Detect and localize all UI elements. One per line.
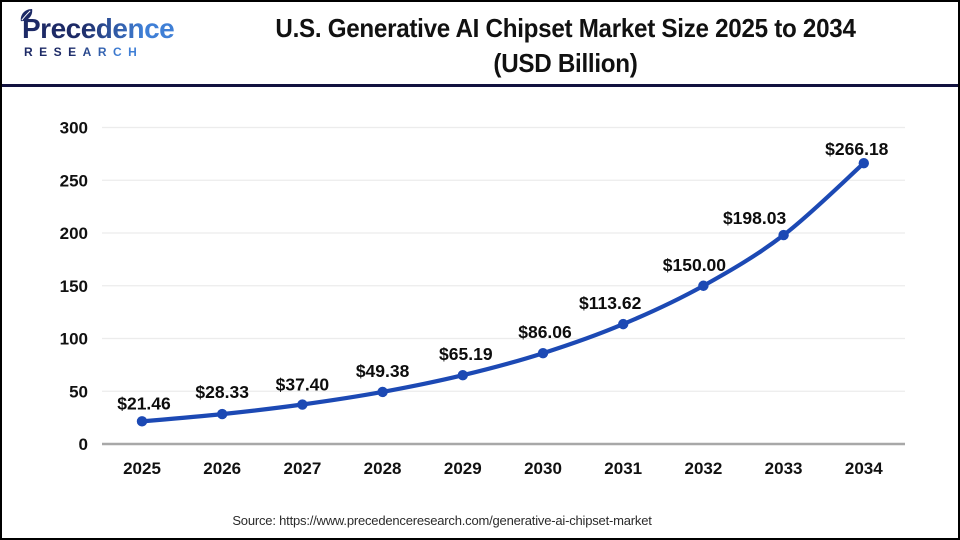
data-point bbox=[217, 408, 228, 420]
y-tick-label: 300 bbox=[60, 119, 88, 138]
x-tick-label: 2029 bbox=[444, 459, 482, 478]
data-point-label: $150.00 bbox=[663, 255, 727, 275]
data-point-label: $21.46 bbox=[117, 393, 171, 413]
data-point bbox=[858, 157, 869, 169]
data-point-label: $49.38 bbox=[356, 361, 410, 381]
x-tick-label: 2027 bbox=[283, 459, 321, 478]
data-point bbox=[537, 348, 549, 359]
data-point bbox=[698, 280, 709, 291]
market-size-line bbox=[139, 161, 866, 424]
x-tick-label: 2030 bbox=[524, 459, 562, 478]
data-point bbox=[618, 318, 629, 330]
x-tick-label: 2028 bbox=[364, 459, 402, 478]
y-tick-label: 0 bbox=[79, 435, 88, 454]
chart-title-block: U.S. Generative AI Chipset Market Size 2… bbox=[204, 11, 927, 81]
data-point bbox=[136, 416, 148, 427]
y-tick-label: 150 bbox=[60, 277, 88, 296]
data-point-label: $86.06 bbox=[518, 322, 572, 342]
source-text: Source: https://www.precedenceresearch.c… bbox=[232, 513, 652, 528]
x-tick-label: 2032 bbox=[684, 459, 722, 478]
chart-subtitle: (USD Billion) bbox=[493, 48, 638, 78]
data-point bbox=[457, 370, 468, 381]
data-point-label: $198.03 bbox=[723, 208, 787, 228]
data-point bbox=[297, 399, 308, 410]
y-tick-label: 250 bbox=[60, 171, 88, 190]
brand-subname: RESEARCH bbox=[24, 45, 144, 59]
data-point bbox=[778, 229, 789, 241]
x-tick-label: 2026 bbox=[203, 459, 241, 478]
data-point-label: $37.40 bbox=[276, 375, 330, 395]
x-tick-label: 2033 bbox=[765, 459, 803, 478]
chart-title: U.S. Generative AI Chipset Market Size 2… bbox=[275, 13, 856, 43]
header: Precedence RESEARCH U.S. Generative AI C… bbox=[2, 2, 958, 87]
y-tick-label: 100 bbox=[60, 330, 88, 349]
x-tick-label: 2031 bbox=[604, 459, 642, 478]
data-point-label: $113.62 bbox=[579, 293, 642, 313]
y-tick-label: 200 bbox=[60, 224, 88, 243]
x-tick-label: 2034 bbox=[845, 459, 883, 478]
data-point-label: $65.19 bbox=[439, 344, 493, 364]
data-point-label: $266.18 bbox=[825, 139, 889, 159]
data-point bbox=[377, 386, 388, 398]
data-point-label: $28.33 bbox=[195, 382, 249, 402]
y-tick-label: 50 bbox=[69, 382, 88, 401]
x-tick-label: 2025 bbox=[123, 459, 161, 478]
